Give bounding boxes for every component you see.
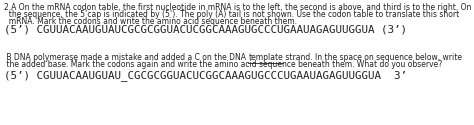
Text: (5’) CGUUACAAUGUAUCGCGCGGUACUCGGCAAAGUGCCCUGAAUAGAGUUGGUA (3’): (5’) CGUUACAAUGUAUCGCGCGGUACUCGGCAAAGUGC… bbox=[4, 25, 407, 35]
Text: mRNA. Mark the codons and write the amino acid sequence beneath them.: mRNA. Mark the codons and write the amin… bbox=[4, 17, 297, 26]
Text: B DNA polymerase made a mistake and added a C on the DNA: B DNA polymerase made a mistake and adde… bbox=[4, 53, 248, 62]
Text: strand. In the space on sequence below, write: strand. In the space on sequence below, … bbox=[283, 53, 462, 62]
Text: the added base. Mark the codons again and write the amino acid sequence beneath : the added base. Mark the codons again an… bbox=[4, 60, 442, 69]
Text: the sequence, the 5’cap is indicated by (5’). The poly (A) tail is not shown. Us: the sequence, the 5’cap is indicated by … bbox=[4, 10, 459, 19]
Text: template: template bbox=[248, 53, 283, 62]
Text: (5’) CGUUACAAUGUAU_CGCGCGGUACUCGGCAAAGUGCCCUGAAUAGAGUUGGUA  3’: (5’) CGUUACAAUGUAU_CGCGCGGUACUCGGCAAAGUG… bbox=[4, 70, 407, 81]
Text: 2.A On the mRNA codon table, the first nucleotide in mRNA is to the left, the se: 2.A On the mRNA codon table, the first n… bbox=[4, 3, 471, 12]
